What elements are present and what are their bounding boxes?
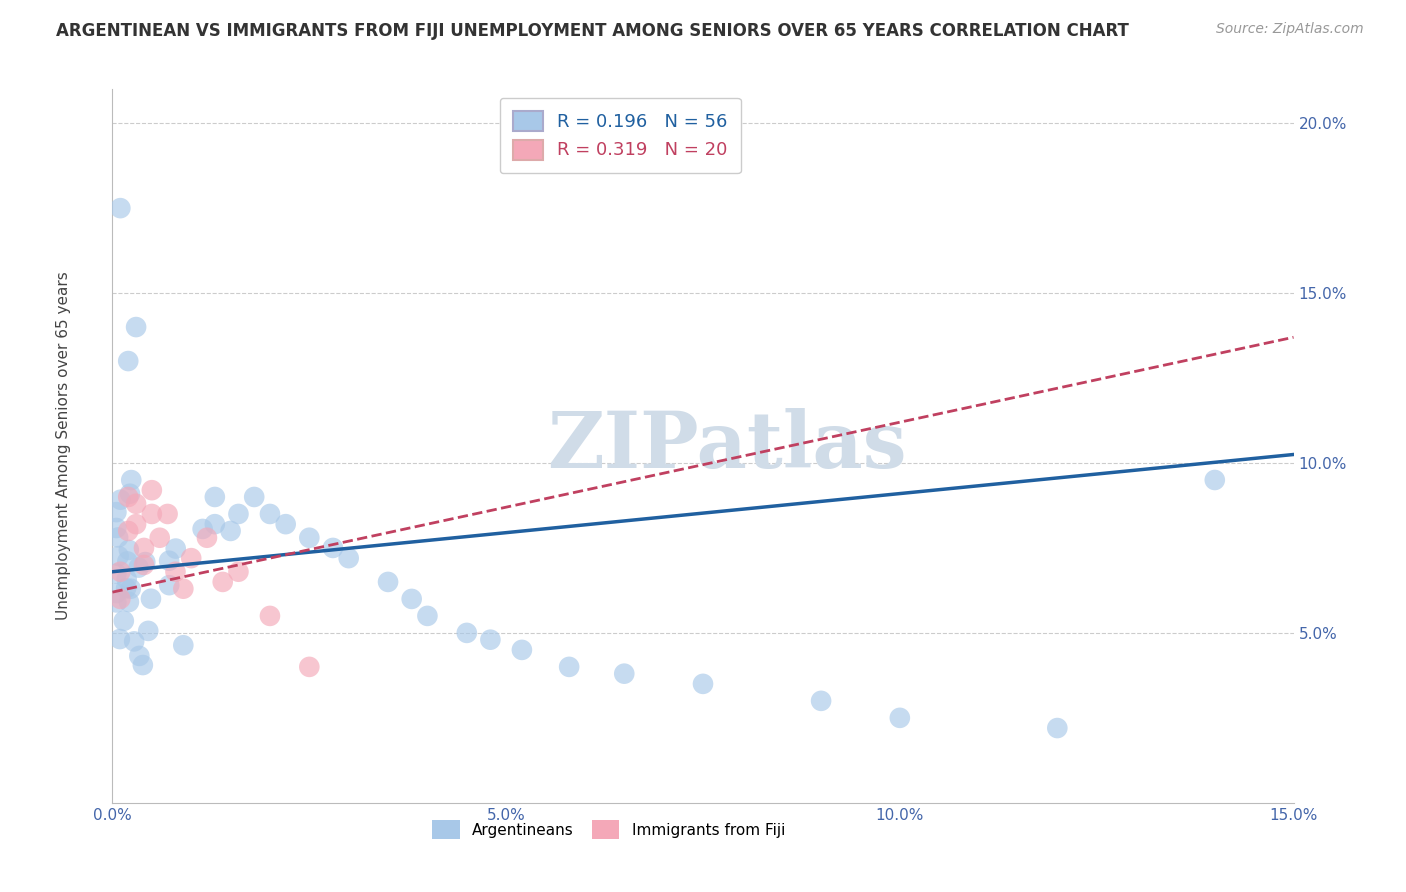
Legend: Argentineans, Immigrants from Fiji: Argentineans, Immigrants from Fiji (426, 814, 792, 845)
Point (204, 490, 226, 504)
Text: Unemployment Among Seniors over 65 years: Unemployment Among Seniors over 65 years (56, 272, 70, 620)
Point (219, 524, 242, 538)
Point (110, 201, 132, 215)
Point (558, 660, 581, 674)
Point (211, 574, 233, 589)
Point (191, 522, 214, 536)
Point (172, 582, 194, 596)
Point (510, 643, 533, 657)
Point (613, 666, 636, 681)
Point (115, 572, 138, 586)
Point (298, 531, 321, 545)
Point (118, 595, 141, 609)
Point (112, 614, 135, 628)
Point (118, 542, 141, 557)
Point (105, 505, 128, 519)
Point (259, 608, 281, 623)
Point (117, 554, 139, 568)
Point (115, 581, 138, 595)
Point (125, 320, 148, 334)
Point (204, 517, 226, 532)
Point (228, 565, 250, 579)
Point (105, 566, 128, 581)
Point (195, 531, 218, 545)
Point (1046, 721, 1069, 735)
Point (122, 634, 145, 648)
Point (105, 595, 128, 609)
Point (125, 497, 148, 511)
Text: ARGENTINEAN VS IMMIGRANTS FROM FIJI UNEMPLOYMENT AMONG SENIORS OVER 65 YEARS COR: ARGENTINEAN VS IMMIGRANTS FROM FIJI UNEM… (56, 22, 1129, 40)
Point (117, 354, 139, 368)
Point (120, 473, 142, 487)
Point (156, 507, 179, 521)
Point (337, 551, 360, 566)
Point (259, 507, 281, 521)
Point (125, 517, 148, 532)
Point (377, 574, 399, 589)
Point (110, 565, 132, 579)
Point (128, 648, 150, 663)
Point (105, 521, 128, 535)
Point (165, 565, 187, 579)
Point (479, 632, 502, 647)
Point (692, 677, 714, 691)
Point (108, 632, 131, 646)
Point (120, 582, 142, 596)
Point (107, 549, 129, 563)
Point (172, 638, 194, 652)
Point (110, 492, 132, 507)
Point (141, 507, 163, 521)
Point (157, 578, 180, 592)
Text: Source: ZipAtlas.com: Source: ZipAtlas.com (1216, 22, 1364, 37)
Point (132, 558, 155, 572)
Point (157, 554, 180, 568)
Point (117, 524, 139, 538)
Point (128, 560, 150, 574)
Point (243, 490, 266, 504)
Point (132, 658, 155, 673)
Point (274, 517, 297, 532)
Point (810, 694, 832, 708)
Point (149, 531, 172, 545)
Point (416, 608, 439, 623)
Point (298, 660, 321, 674)
Point (180, 551, 202, 566)
Point (105, 586, 128, 600)
Point (165, 541, 187, 556)
Point (889, 711, 911, 725)
Point (1204, 473, 1226, 487)
Point (401, 591, 423, 606)
Point (322, 541, 344, 555)
Point (456, 626, 478, 640)
Point (107, 531, 129, 545)
Point (136, 624, 159, 638)
Point (117, 490, 139, 504)
Point (132, 541, 155, 555)
Point (139, 591, 162, 606)
Point (118, 487, 141, 501)
Text: ZIPatlas: ZIPatlas (547, 408, 907, 484)
Point (134, 555, 156, 569)
Point (110, 591, 132, 606)
Point (141, 483, 163, 498)
Point (228, 507, 250, 521)
